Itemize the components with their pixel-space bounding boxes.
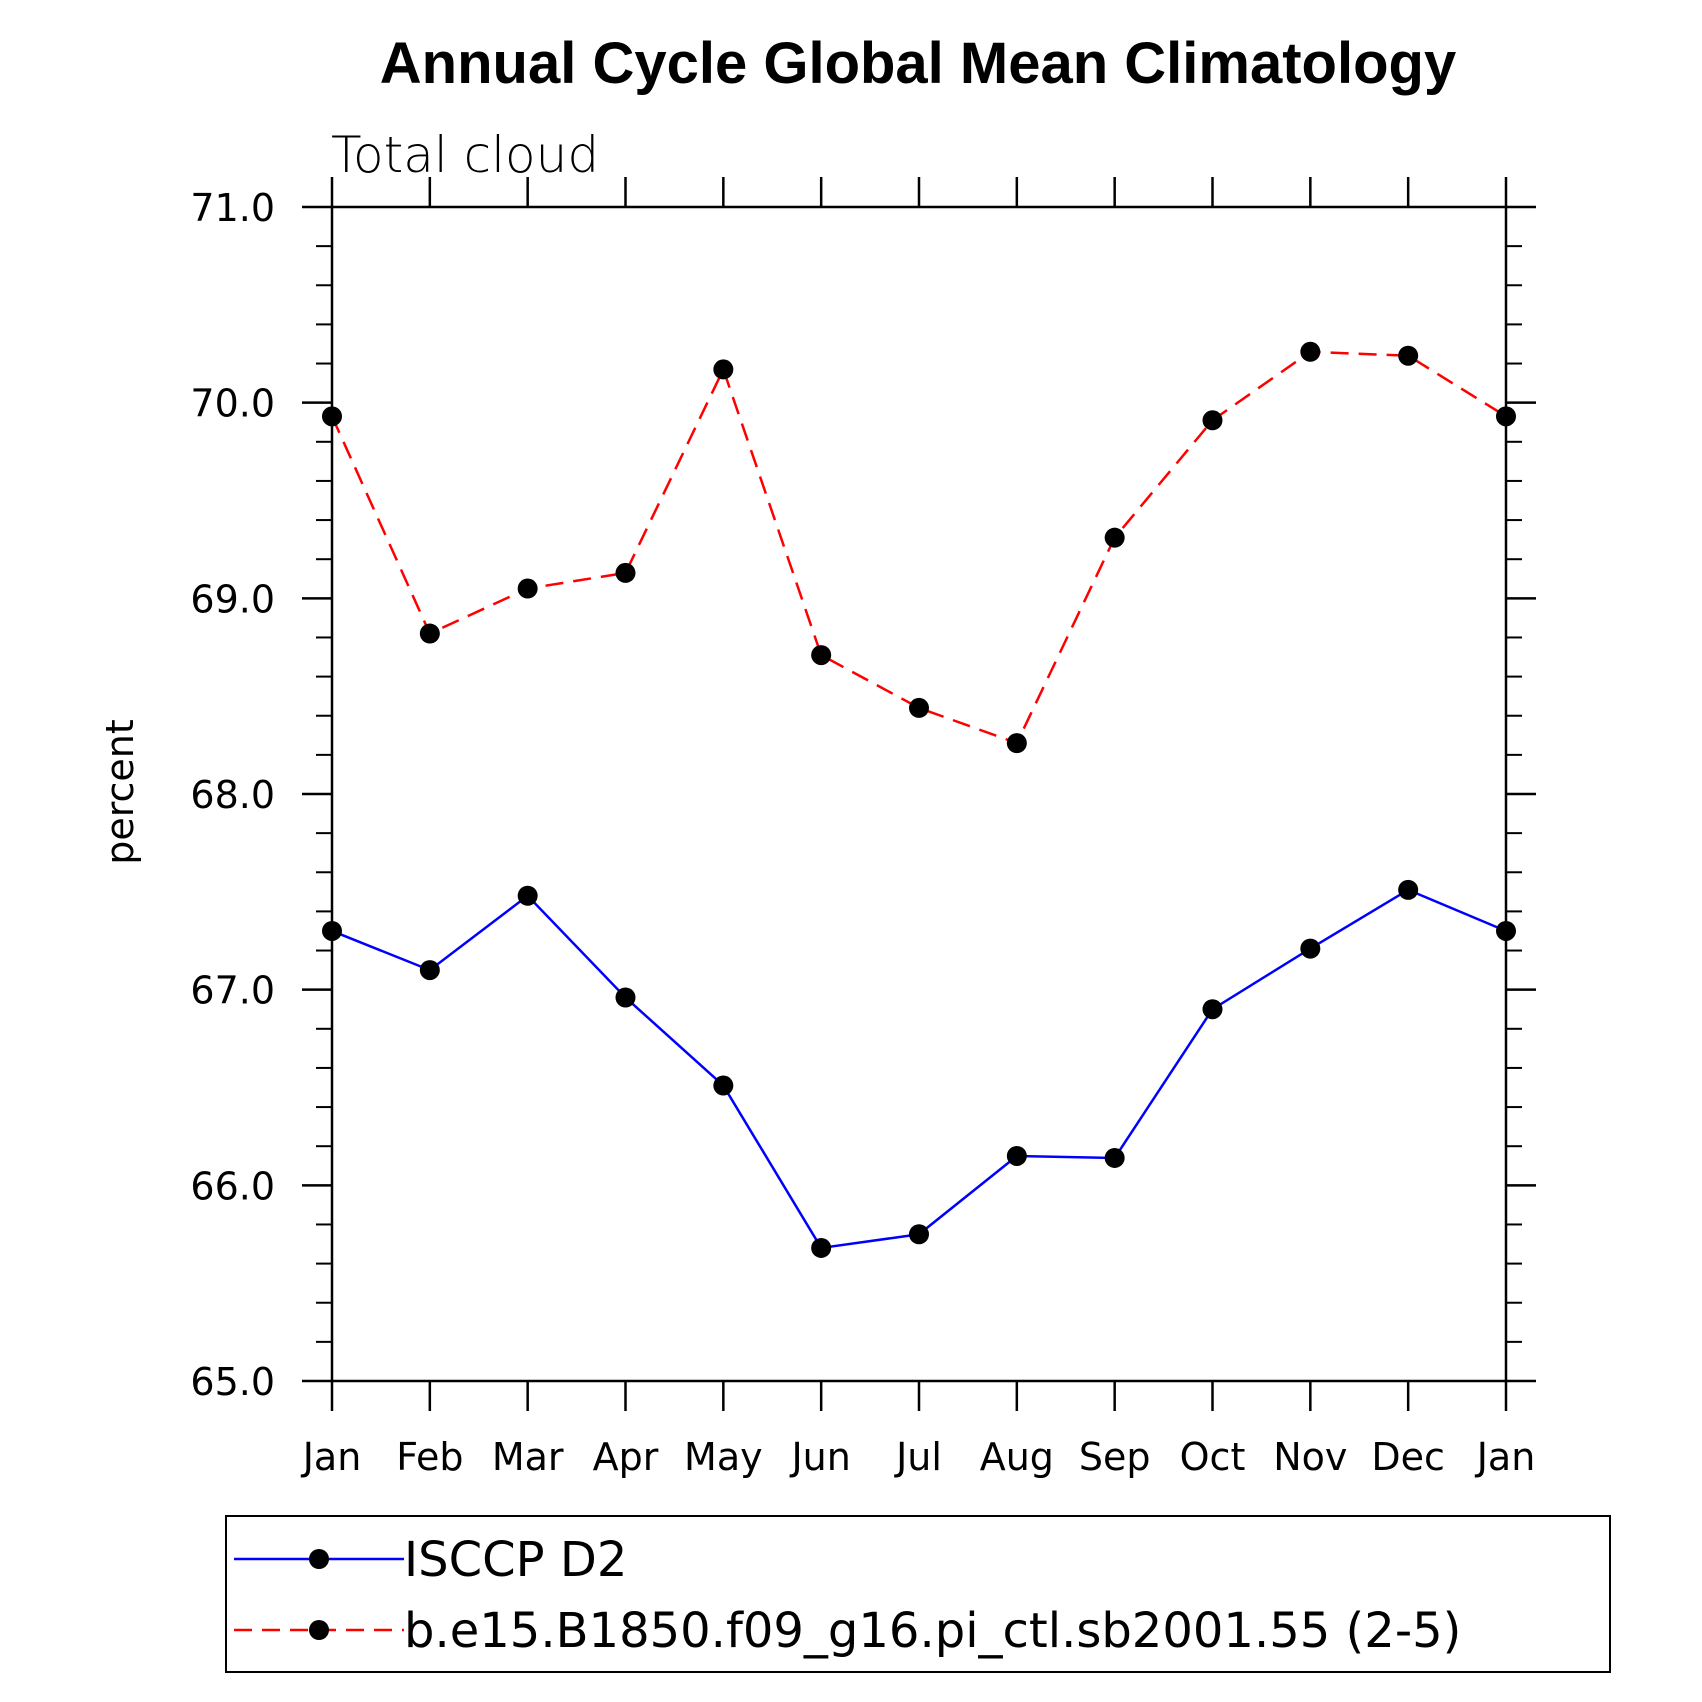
y-axis-label: percent — [98, 719, 142, 865]
series-1-point — [1496, 920, 1516, 941]
series-1-point — [1300, 938, 1321, 959]
series-2-point — [615, 562, 636, 583]
series-2-point — [909, 697, 929, 718]
series-line-1 — [331, 888, 1507, 1250]
chart-subtitle: Total cloud — [331, 126, 599, 184]
axis-ticks — [302, 177, 1536, 1411]
legend-label-1: ISCCP D2 — [404, 1532, 627, 1588]
legend-marker-2 — [309, 1620, 329, 1640]
x-tick-label: Jun — [789, 1435, 850, 1479]
x-tick-label: Oct — [1180, 1435, 1246, 1479]
series-2-point — [322, 406, 342, 427]
y-tick-label: 70.0 — [190, 382, 275, 426]
x-tick-label: May — [684, 1435, 763, 1479]
y-tick-label: 71.0 — [190, 186, 275, 230]
series-2-point — [811, 645, 832, 666]
series-1-point — [811, 1237, 832, 1258]
series-1-point — [419, 960, 440, 981]
x-tick-label: Mar — [492, 1435, 564, 1479]
y-tick-label: 65.0 — [190, 1360, 275, 1404]
x-tick-label: Aug — [980, 1435, 1054, 1479]
series-1-point — [1006, 1145, 1027, 1166]
series-1-point — [517, 885, 538, 906]
plot-frame — [330, 205, 1508, 1383]
series-1-point — [713, 1075, 734, 1096]
series-1-point — [322, 920, 342, 941]
series-2-point — [1202, 410, 1223, 431]
series-2-point — [419, 623, 440, 644]
y-tick-label: 68.0 — [190, 773, 275, 817]
legend: ISCCP D2 b.e15.B1850.f09_g16.pi_ctl.sb20… — [225, 1515, 1611, 1673]
series-2-point — [1398, 345, 1419, 366]
series-2-point — [517, 578, 538, 599]
y-tick-label: 69.0 — [190, 577, 275, 621]
series-1-point — [1398, 879, 1419, 900]
y-tick-label: 66.0 — [190, 1164, 275, 1208]
y-tick-label: 67.0 — [190, 969, 275, 1013]
series-1-point — [615, 987, 636, 1008]
x-tick-label: Jan — [301, 1435, 362, 1479]
legend-box — [225, 1515, 1611, 1673]
chart-title: Annual Cycle Global Mean Climatology — [380, 31, 1456, 96]
x-tick-label: Jan — [1475, 1435, 1536, 1479]
legend-marker-1 — [309, 1549, 329, 1569]
x-tick-label: Nov — [1273, 1435, 1347, 1479]
series-2-point — [1104, 527, 1125, 548]
x-tick-label: Jul — [894, 1435, 942, 1479]
x-tick-label: Dec — [1371, 1435, 1445, 1479]
series-2-point — [713, 359, 734, 380]
x-tick-label: Feb — [396, 1435, 463, 1479]
series-1-point — [909, 1224, 929, 1245]
series-1-point — [1202, 999, 1223, 1020]
legend-label-2: b.e15.B1850.f09_g16.pi_ctl.sb2001.55 (2-… — [404, 1603, 1461, 1659]
series-2-point — [1496, 406, 1516, 427]
series-2-point — [1300, 341, 1321, 362]
axis-tick-labels: Jan Feb Mar Apr May Jun Jul Aug Sep Oct Nov Dec Jan 6… — [190, 186, 1535, 1479]
x-tick-label: Apr — [593, 1435, 659, 1479]
x-tick-label: Sep — [1079, 1435, 1151, 1479]
series-1-point — [1104, 1147, 1125, 1168]
series-line-2 — [330, 350, 1507, 745]
series-2-point — [1006, 733, 1027, 754]
series-layer — [322, 341, 1516, 1258]
